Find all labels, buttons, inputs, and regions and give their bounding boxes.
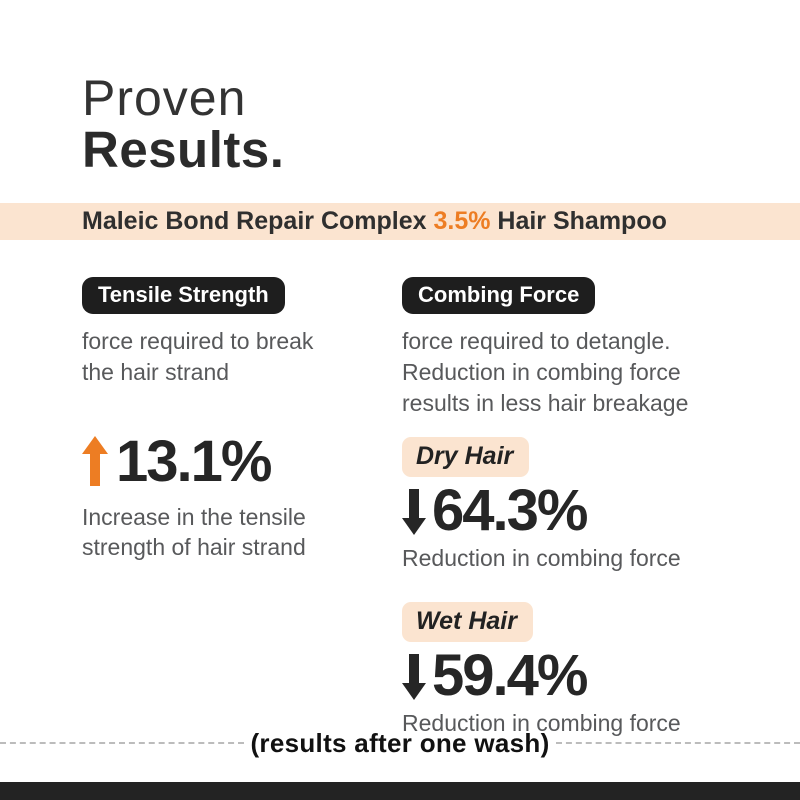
tensile-strength-description: force required to break the hair strand [82,326,387,388]
combing-force-badge: Combing Force [402,277,596,314]
description-line: force required to detangle. [402,328,671,354]
arrow-down-icon [402,489,426,535]
combing-force-description: force required to detangle. Reduction in… [402,326,747,419]
page-title-line2: Results. [82,121,285,178]
dry-hair-caption: Reduction in combing force [402,545,681,571]
tensile-strength-value: 13.1% [116,429,272,494]
wet-hair-stat: Wet Hair 59.4% Reduction in combing forc… [402,602,747,738]
description-line: results in less hair breakage [402,390,689,416]
bottom-dark-bar [0,782,800,800]
description-line: force required to break [82,328,314,354]
banner-percentage: 3.5% [433,207,491,235]
dry-hair-stat: Dry Hair 64.3% Reduction in combing forc… [402,437,747,573]
banner-text-suffix: Hair Shampoo [490,207,667,235]
wet-hair-badge: Wet Hair [402,602,533,642]
page-title: Proven Results. [82,72,284,176]
stat-row: 13.1% [82,432,387,492]
page-title-line1: Proven [82,70,247,126]
tensile-strength-caption: Increase in the tensile strength of hair… [82,502,387,562]
description-line: the hair strand [82,359,230,385]
combing-force-column: Combing Force force required to detangle… [402,277,747,738]
tensile-strength-stat: 13.1% Increase in the tensile strength o… [82,432,387,562]
footnote-text: (results after one wash) [250,727,550,758]
caption-line: strength of hair strand [82,534,306,560]
wet-hair-caption: Reduction in combing force [402,710,681,736]
product-banner: Maleic Bond Repair Complex 3.5% Hair Sha… [0,203,800,240]
stat-row: 59.4% [402,646,747,706]
dry-hair-badge: Dry Hair [402,437,530,477]
arrow-down-icon [402,654,426,700]
stat-row: 64.3% [402,481,747,541]
dashed-divider-left [0,742,245,744]
arrow-up-icon [82,436,108,486]
banner-text-prefix: Maleic Bond Repair Complex [82,207,434,235]
tensile-strength-column: Tensile Strength force required to break… [82,277,387,562]
dry-hair-value: 64.3% [432,478,588,543]
description-line: Reduction in combing force [402,359,681,385]
results-footnote: (results after one wash) [0,724,800,762]
dashed-divider-right [555,742,800,744]
caption-line: Increase in the tensile [82,504,306,530]
tensile-strength-badge: Tensile Strength [82,277,285,314]
wet-hair-value: 59.4% [432,643,588,708]
